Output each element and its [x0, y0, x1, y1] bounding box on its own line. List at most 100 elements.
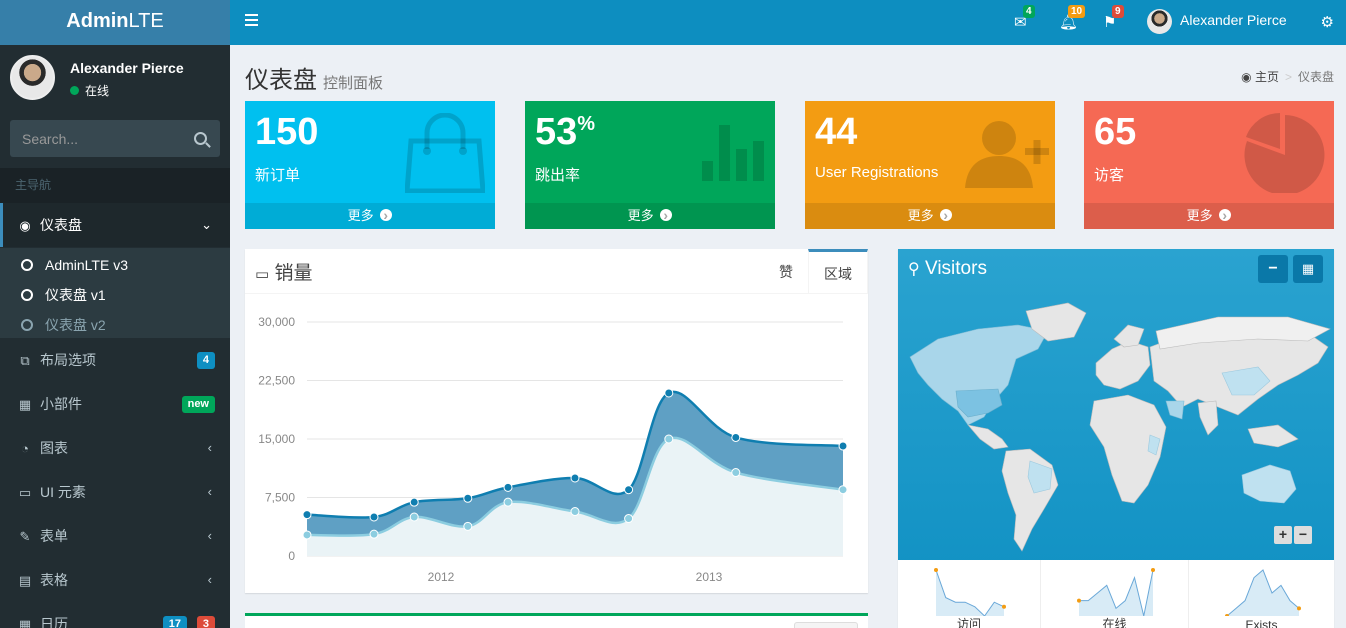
sidebar-item-layout[interactable]: ⧉ 布局选项 4	[0, 338, 230, 382]
sidebar-toggle-icon[interactable]	[245, 14, 258, 26]
y-tick-label: 15,000	[258, 432, 295, 446]
registrations-value: 44	[815, 111, 858, 153]
sparkline-area	[1227, 570, 1299, 616]
tab-donut[interactable]: 赞	[779, 264, 793, 280]
sidebar-subitem-adminlte-v3[interactable]: AdminLTE v3	[0, 250, 230, 280]
map-marker-icon: ⚲	[908, 261, 920, 278]
tasks-badge: 9	[1112, 5, 1124, 18]
sparkline-area	[1079, 570, 1153, 616]
sidebar-item-tables[interactable]: ▤ 表格 ‹	[0, 558, 230, 602]
sidebar-item-dashboard[interactable]: ◉ 仪表盘 ⌄	[0, 203, 230, 247]
map-zoom-in-button[interactable]: +	[1274, 526, 1292, 544]
middle-east-region[interactable]	[1165, 400, 1185, 420]
series-point	[664, 434, 674, 444]
arrow-circle-right-icon	[660, 202, 673, 228]
north-america-region[interactable]	[909, 324, 1049, 426]
africa-region[interactable]	[1089, 394, 1167, 504]
pie-chart-icon	[1244, 112, 1325, 193]
sales-area-chart: 30,000 22,500 15,000 7,500 0 2012 2013	[258, 315, 848, 584]
sparkline-endpoint	[1002, 604, 1006, 609]
usa-region[interactable]	[955, 388, 1003, 418]
russia-region[interactable]	[1155, 316, 1331, 350]
australia-region[interactable]	[1241, 464, 1297, 504]
sidebar-item-ui-elements[interactable]: ▭ UI 元素 ‹	[0, 470, 230, 514]
user-panel: Alexander Pierce 在线	[10, 55, 220, 101]
series-point	[570, 507, 580, 517]
search-input[interactable]	[10, 120, 180, 157]
chevron-left-icon: ‹	[207, 440, 212, 455]
sparkline-endpoint	[934, 568, 938, 572]
orders-value: 150	[255, 111, 319, 153]
gears-icon[interactable]: ⚙	[1320, 14, 1334, 31]
calendar-badge-blue: 17	[162, 616, 187, 628]
arrow-circle-right-icon	[380, 202, 393, 228]
sidebar-subitem-dashboard-v2[interactable]: 仪表盘 v2	[0, 310, 230, 340]
china-region[interactable]	[1221, 366, 1271, 396]
user-status: 在线	[70, 82, 109, 99]
sparkline-line	[1079, 569, 1154, 617]
sidebar-item-widgets[interactable]: ▦ 小部件 new	[0, 382, 230, 426]
logo[interactable]: AdminLTE	[0, 0, 230, 45]
chevron-down-icon: ⌄	[201, 217, 212, 232]
greenland-region[interactable]	[1025, 302, 1087, 342]
circle-icon	[21, 259, 33, 271]
notifications-badge: 10	[1068, 5, 1086, 18]
series-point	[838, 441, 848, 451]
map-zoom-out-button[interactable]: −	[1294, 526, 1312, 544]
user-menu[interactable]: Alexander Pierce	[1147, 8, 1287, 34]
chevron-left-icon: ‹	[207, 484, 212, 499]
page-title: 仪表盘 控制面板	[245, 67, 384, 94]
scandinavia-region[interactable]	[1113, 324, 1145, 348]
sidebar-subitem-dashboard-v1[interactable]: 仪表盘 v1	[0, 280, 230, 310]
dashboard-icon: ◉	[1241, 70, 1252, 84]
collapse-button[interactable]: −	[1258, 255, 1288, 283]
visitors-sparklines: 访问 在线 Exists	[898, 560, 1334, 628]
sparkline-endpoint	[1297, 606, 1301, 611]
envelope-icon: ✉	[1014, 14, 1027, 31]
calendar-button[interactable]: ▦	[1293, 255, 1323, 283]
sparkline-area	[936, 570, 1004, 616]
tasks-dropdown[interactable]: ⚑ 9	[1103, 5, 1124, 31]
series-point	[503, 482, 513, 492]
small-box-visitors: 65 访客 更多	[1084, 101, 1334, 229]
sparkline-label: Exists	[1245, 618, 1278, 628]
bounce-label: 跳出率	[535, 167, 581, 184]
india-region[interactable]	[1197, 400, 1219, 436]
brazil-region[interactable]	[1027, 460, 1053, 494]
sidebar-search	[10, 120, 220, 157]
sparkline-online: 在线	[1040, 560, 1188, 628]
bar-chart-icon	[702, 125, 764, 181]
series-point	[409, 512, 419, 522]
orders-more-link[interactable]: 更多	[245, 202, 495, 229]
breadcrumb-home[interactable]: 主页	[1254, 70, 1279, 84]
user-name: Alexander Pierce	[70, 60, 184, 76]
europe-region[interactable]	[1095, 340, 1151, 390]
tab-area[interactable]: 区域	[808, 249, 868, 293]
shopping-bag-icon	[405, 113, 485, 193]
search-icon[interactable]	[194, 132, 207, 145]
small-box-registrations: 44 User Registrations 更多	[805, 101, 1055, 229]
notifications-dropdown[interactable]: 🔔︎ 10	[1059, 5, 1086, 31]
sidebar-item-charts[interactable]: ◔ 图表 ‹	[0, 426, 230, 470]
inbox-icon: ▭	[255, 266, 270, 283]
series-point	[409, 497, 419, 507]
registrations-more-link[interactable]: 更多	[805, 202, 1055, 229]
indonesia-region[interactable]	[1247, 424, 1299, 448]
series-point	[731, 468, 741, 478]
central-america-region[interactable]	[967, 424, 1009, 450]
east-africa-region[interactable]	[1147, 434, 1161, 456]
visitors-more-link[interactable]: 更多	[1084, 202, 1334, 229]
y-tick-label: 0	[288, 549, 295, 563]
messages-dropdown[interactable]: ✉ 4	[1014, 5, 1035, 31]
sidebar-item-calendar[interactable]: ▦ 日历 3 17	[0, 602, 230, 628]
series-area	[307, 437, 843, 556]
bounce-more-link[interactable]: 更多	[525, 202, 775, 229]
sales-box: ▭ 销量 赞 区域 30,000 22,500 15,000 7,500 0 2012 20…	[245, 249, 868, 593]
box-tools-toggle[interactable]	[794, 622, 858, 628]
sidebar-item-forms[interactable]: ✎ 表单 ‹	[0, 514, 230, 558]
layout-badge: 4	[196, 352, 215, 369]
series-point	[664, 388, 674, 398]
avatar	[10, 55, 55, 100]
x-tick-label: 2012	[428, 570, 455, 584]
registrations-label: User Registrations	[815, 164, 939, 181]
